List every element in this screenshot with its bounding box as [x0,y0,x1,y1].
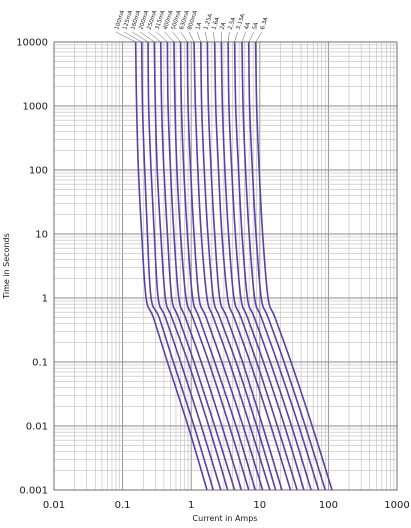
series-line-630mA [186,41,264,491]
rating-label: 315mA [155,10,167,31]
y-tick-label: 1 [42,294,48,305]
leader-line [164,31,175,43]
series-line-3.15A [233,41,312,491]
leader-line [227,31,230,43]
leader-line [234,31,238,43]
leader-line [212,31,215,43]
series-line-315mA [166,41,243,491]
series-line-125mA [140,41,215,491]
series-line-160mA [147,41,222,491]
leader-line [115,31,136,43]
plot-frame [53,41,398,491]
rating-label: 1.25A [203,13,214,31]
leader-line [188,31,195,43]
series-line-400mA [173,41,250,491]
leader-line [248,31,254,43]
x-tick-label: 10 [253,500,266,511]
series-line-500mA [179,41,257,491]
rating-label: 500mA [171,10,183,31]
series-line-1.25A [206,41,283,491]
x-tick-label: 0.01 [43,500,65,511]
leader-line [148,31,161,43]
leader-line [204,31,208,43]
y-tick-label: 0.1 [32,358,48,369]
rating-label: 4A [244,22,252,31]
y-tick-label: 10000 [16,38,48,49]
rating-label: 800mA [187,10,199,31]
leader-line [123,31,142,43]
series-line-1.6A [213,41,292,491]
y-tick-label: 100 [29,166,48,177]
rating-label: 3.15A [236,13,247,31]
rating-label: 125mA [122,10,134,31]
series-line-1A [200,41,277,491]
leader-line [156,31,168,43]
rating-label: 6.3A [260,16,270,30]
y-tick-label: 0.001 [19,486,48,497]
x-tick-label: 1000 [384,500,409,511]
y-tick-labels: 10000 1000 100 10 1 0.1 0.01 0.001 [16,38,48,497]
rating-label: 1.6A [211,16,221,30]
y-tick-label: 0.01 [26,422,48,433]
y-tick-label: 1000 [23,102,48,113]
series-line-800mA [193,41,271,491]
rating-label: 630mA [179,10,191,31]
y-tick-label: 10 [35,230,48,241]
rating-label: 2A [219,22,227,31]
x-tick-label: 100 [319,500,338,511]
rating-label: 100mA [114,10,126,31]
leader-line [132,31,149,43]
leader-line [255,31,263,43]
leader-line [241,31,246,43]
rating-label: 200mA [138,10,150,31]
rating-label: 400mA [163,10,175,31]
x-tick-label: 0.1 [115,500,131,511]
series-line-2.5A [227,41,305,491]
leader-line [196,31,202,43]
leader-line [140,31,155,43]
leader-line [180,31,188,43]
series-line-5A [247,41,327,491]
x-tick-label: 1 [188,500,194,511]
leader-line [172,31,181,43]
rating-label: 1A [195,22,203,31]
series-line-200mA [153,41,229,491]
series-line-6.3A [254,41,333,491]
rating-label: 160mA [130,10,142,31]
series-line-100mA [134,41,208,491]
series-line-2A [220,41,298,491]
series-line-250mA [159,41,236,491]
rating-label: 2.5A [228,16,238,30]
rating-labels: 100mA125mA160mA200mA250mA315mA400mA500mA… [114,10,270,43]
series-layer [134,41,333,491]
x-tick-labels: 0.01 0.1 1 10 100 1000 [43,500,410,511]
series-line-4A [241,41,320,491]
rating-label: 5A [252,22,260,31]
y-axis-title: Time in Seconds [2,233,11,300]
x-axis-title: Current in Amps [193,514,258,523]
rating-label: 250mA [147,10,159,31]
